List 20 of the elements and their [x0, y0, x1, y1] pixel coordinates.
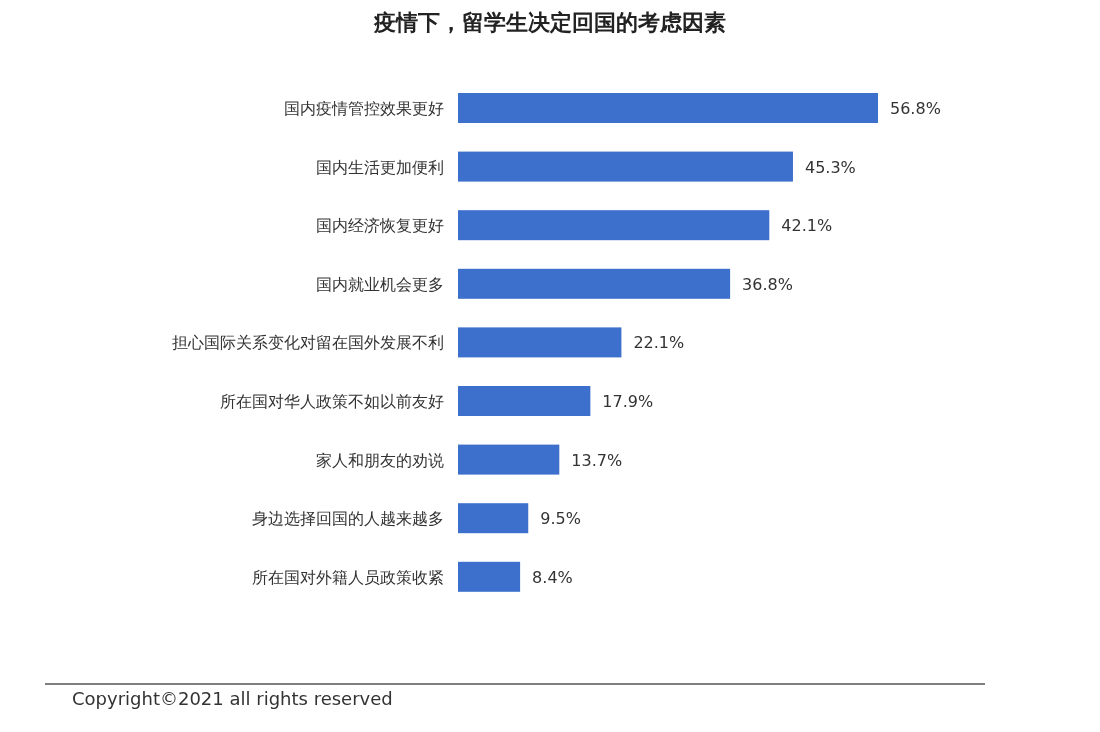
- category-label: 担心国际关系变化对留在国外发展不利: [172, 333, 444, 353]
- annotation: Copyright©2021 all rights reserved: [72, 688, 393, 709]
- data-label: 17.9%: [602, 392, 654, 411]
- category-label: 家人和朋友的劝说: [316, 450, 444, 470]
- category-label: 国内经济恢复更好: [316, 216, 444, 236]
- category-label: 所在国对华人政策不如以前友好: [220, 392, 444, 411]
- category-label: 国内疫情管控效果更好: [284, 99, 444, 118]
- data-label: 8.4%: [532, 567, 573, 587]
- data-label: 56.8%: [890, 99, 941, 118]
- data-label: 45.3%: [804, 157, 856, 177]
- title: 疫情下，留学生决定回国的考虑因素: [374, 10, 726, 35]
- category-label: 国内就业机会更多: [316, 274, 444, 294]
- category-label: 所在国对外籍人员政策收紧: [252, 567, 444, 587]
- data-label: 13.7%: [571, 450, 623, 470]
- category-label: 身边选择回国的人越来越多: [252, 509, 444, 529]
- data-label: 22.1%: [633, 333, 685, 353]
- data-label: 42.1%: [781, 216, 833, 236]
- data-label: 36.8%: [742, 274, 793, 294]
- data-label: 9.5%: [540, 509, 581, 529]
- category-label: 国内生活更加便利: [316, 157, 444, 177]
